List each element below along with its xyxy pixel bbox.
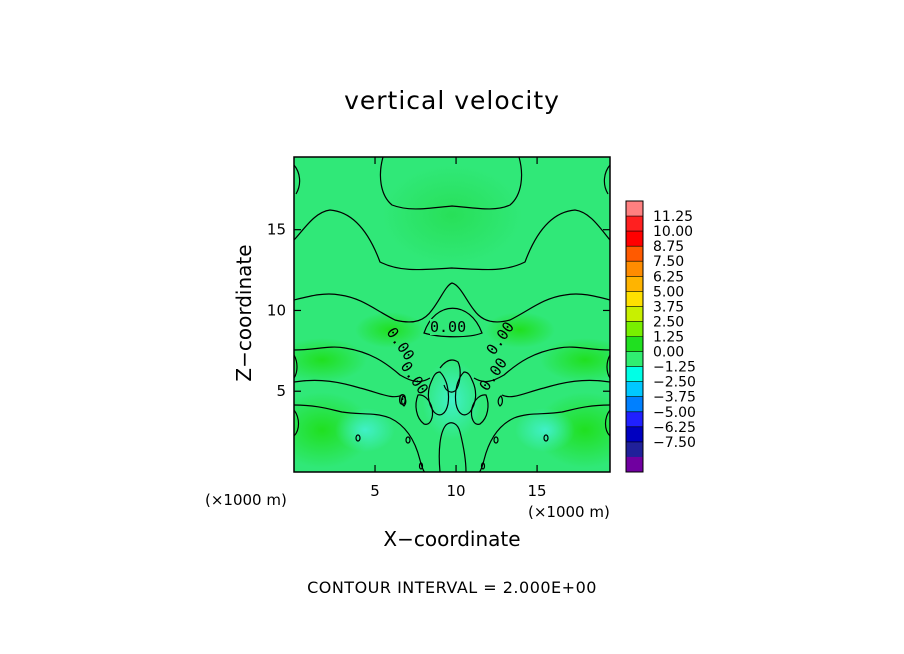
colorbar-label: −6.25 — [653, 420, 696, 436]
x-tick-label: 10 — [447, 482, 466, 500]
x-tick-label: 5 — [370, 482, 380, 500]
colorbar-label: 1.25 — [653, 330, 684, 346]
colorbar-label: 5.00 — [653, 284, 684, 300]
x-axis: 5 10 15 — [370, 157, 547, 500]
colorbar-swatch — [626, 201, 643, 217]
colorbar-label: 8.75 — [653, 239, 684, 255]
colorbar-label: 7.50 — [653, 254, 684, 270]
colorbar-swatch — [626, 351, 643, 367]
colorbar-swatch — [626, 366, 643, 382]
x-axis-unit-left: (×1000 m) — [205, 491, 287, 509]
colorbar: 11.2510.008.757.506.255.003.752.501.250.… — [625, 200, 696, 473]
colorbar-label: 2.50 — [653, 314, 684, 330]
colorbar-swatch — [626, 246, 643, 262]
colorbar-swatch — [626, 396, 643, 413]
colorbar-label: −2.50 — [653, 375, 696, 391]
colorbar-swatch — [626, 321, 643, 337]
colorbar-label: −1.25 — [653, 360, 696, 376]
colorbar-label: 10.00 — [653, 224, 693, 240]
colorbar-label: −3.75 — [653, 390, 696, 406]
y-axis-label: Z−coordinate — [232, 244, 256, 382]
y-tick-label: 15 — [267, 221, 286, 239]
y-tick-label: 10 — [267, 301, 286, 319]
colorbar-swatch — [626, 456, 643, 473]
colorbar-swatch — [626, 261, 643, 277]
colorbar-label: 6.25 — [653, 269, 684, 285]
y-tick-label: 5 — [276, 382, 286, 400]
colorbar-swatch — [626, 441, 643, 458]
colorbar-swatch — [626, 216, 643, 232]
colorbar-label: −5.00 — [653, 405, 696, 421]
colorbar-swatch — [626, 276, 643, 292]
x-axis-label: X−coordinate — [383, 527, 521, 551]
colorbar-swatch — [626, 381, 643, 398]
contour-label: 0.00 — [430, 318, 466, 336]
colorbar-swatch — [626, 426, 643, 443]
colorbar-swatch — [626, 231, 643, 247]
chart-title: vertical velocity — [344, 86, 560, 115]
colorbar-swatch — [626, 336, 643, 352]
colorbar-swatch — [626, 291, 643, 307]
x-tick-label: 15 — [528, 482, 547, 500]
contour-interval-note: CONTOUR INTERVAL = 2.000E+00 — [307, 578, 597, 597]
plot-frame — [293, 156, 611, 473]
contour-lines — [294, 157, 610, 472]
contour-label: 0 — [398, 391, 407, 409]
colorbar-label: 3.75 — [653, 299, 684, 315]
colorbar-label: 0.00 — [653, 345, 684, 361]
colorbar-swatch — [626, 411, 643, 428]
colorbar-swatch — [626, 306, 643, 322]
x-axis-unit-right: (×1000 m) — [528, 503, 610, 521]
colorbar-label: 11.25 — [653, 209, 693, 225]
colorbar-label: −7.50 — [653, 435, 696, 451]
y-axis: 5 10 15 — [267, 221, 610, 400]
